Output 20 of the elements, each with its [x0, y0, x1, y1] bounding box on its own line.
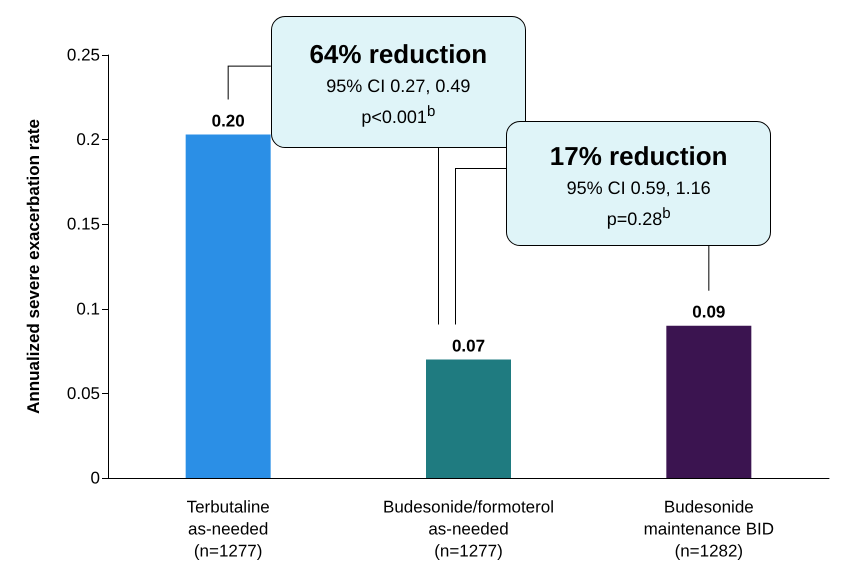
annotation: 64% reduction 95% CI 0.27, 0.49 p<0.001$^{b}$	[309, 38, 488, 129]
callout-box: 17% reduction 95% CI 0.59, 1.16 p=0.28$^{b}$	[506, 121, 772, 246]
y-tick-label: 0.2	[76, 130, 100, 150]
x-tick-label: Budesonide maintenance BID (n=1282)	[644, 498, 774, 560]
y-tick-label: 0.05	[66, 384, 100, 403]
y-tick-label: 0.15	[66, 214, 100, 234]
bar	[186, 134, 271, 478]
x-tick-label: Budesonide/formoterol as-needed (n=1277)	[382, 498, 554, 560]
data-label: 0.07	[452, 336, 486, 356]
annotation: 17% reduction 95% CI 0.59, 1.16 p=0.28$^{b}$	[550, 140, 728, 231]
y-tick-label: 0.25	[66, 46, 100, 64]
bar	[426, 360, 511, 478]
y-axis-title: Annualized severe exacerbation rate	[24, 119, 43, 414]
callout-box: 64% reduction 95% CI 0.27, 0.49 p<0.001$^{b}$	[270, 16, 526, 148]
bar	[666, 326, 752, 478]
y-tick-label: 0	[90, 468, 100, 488]
x-tick-label: Terbutaline as-needed (n=1277)	[186, 498, 270, 560]
y-tick-label: 0.1	[76, 299, 100, 318]
data-label: 0.09	[692, 302, 726, 322]
data-label: 0.20	[212, 112, 245, 131]
